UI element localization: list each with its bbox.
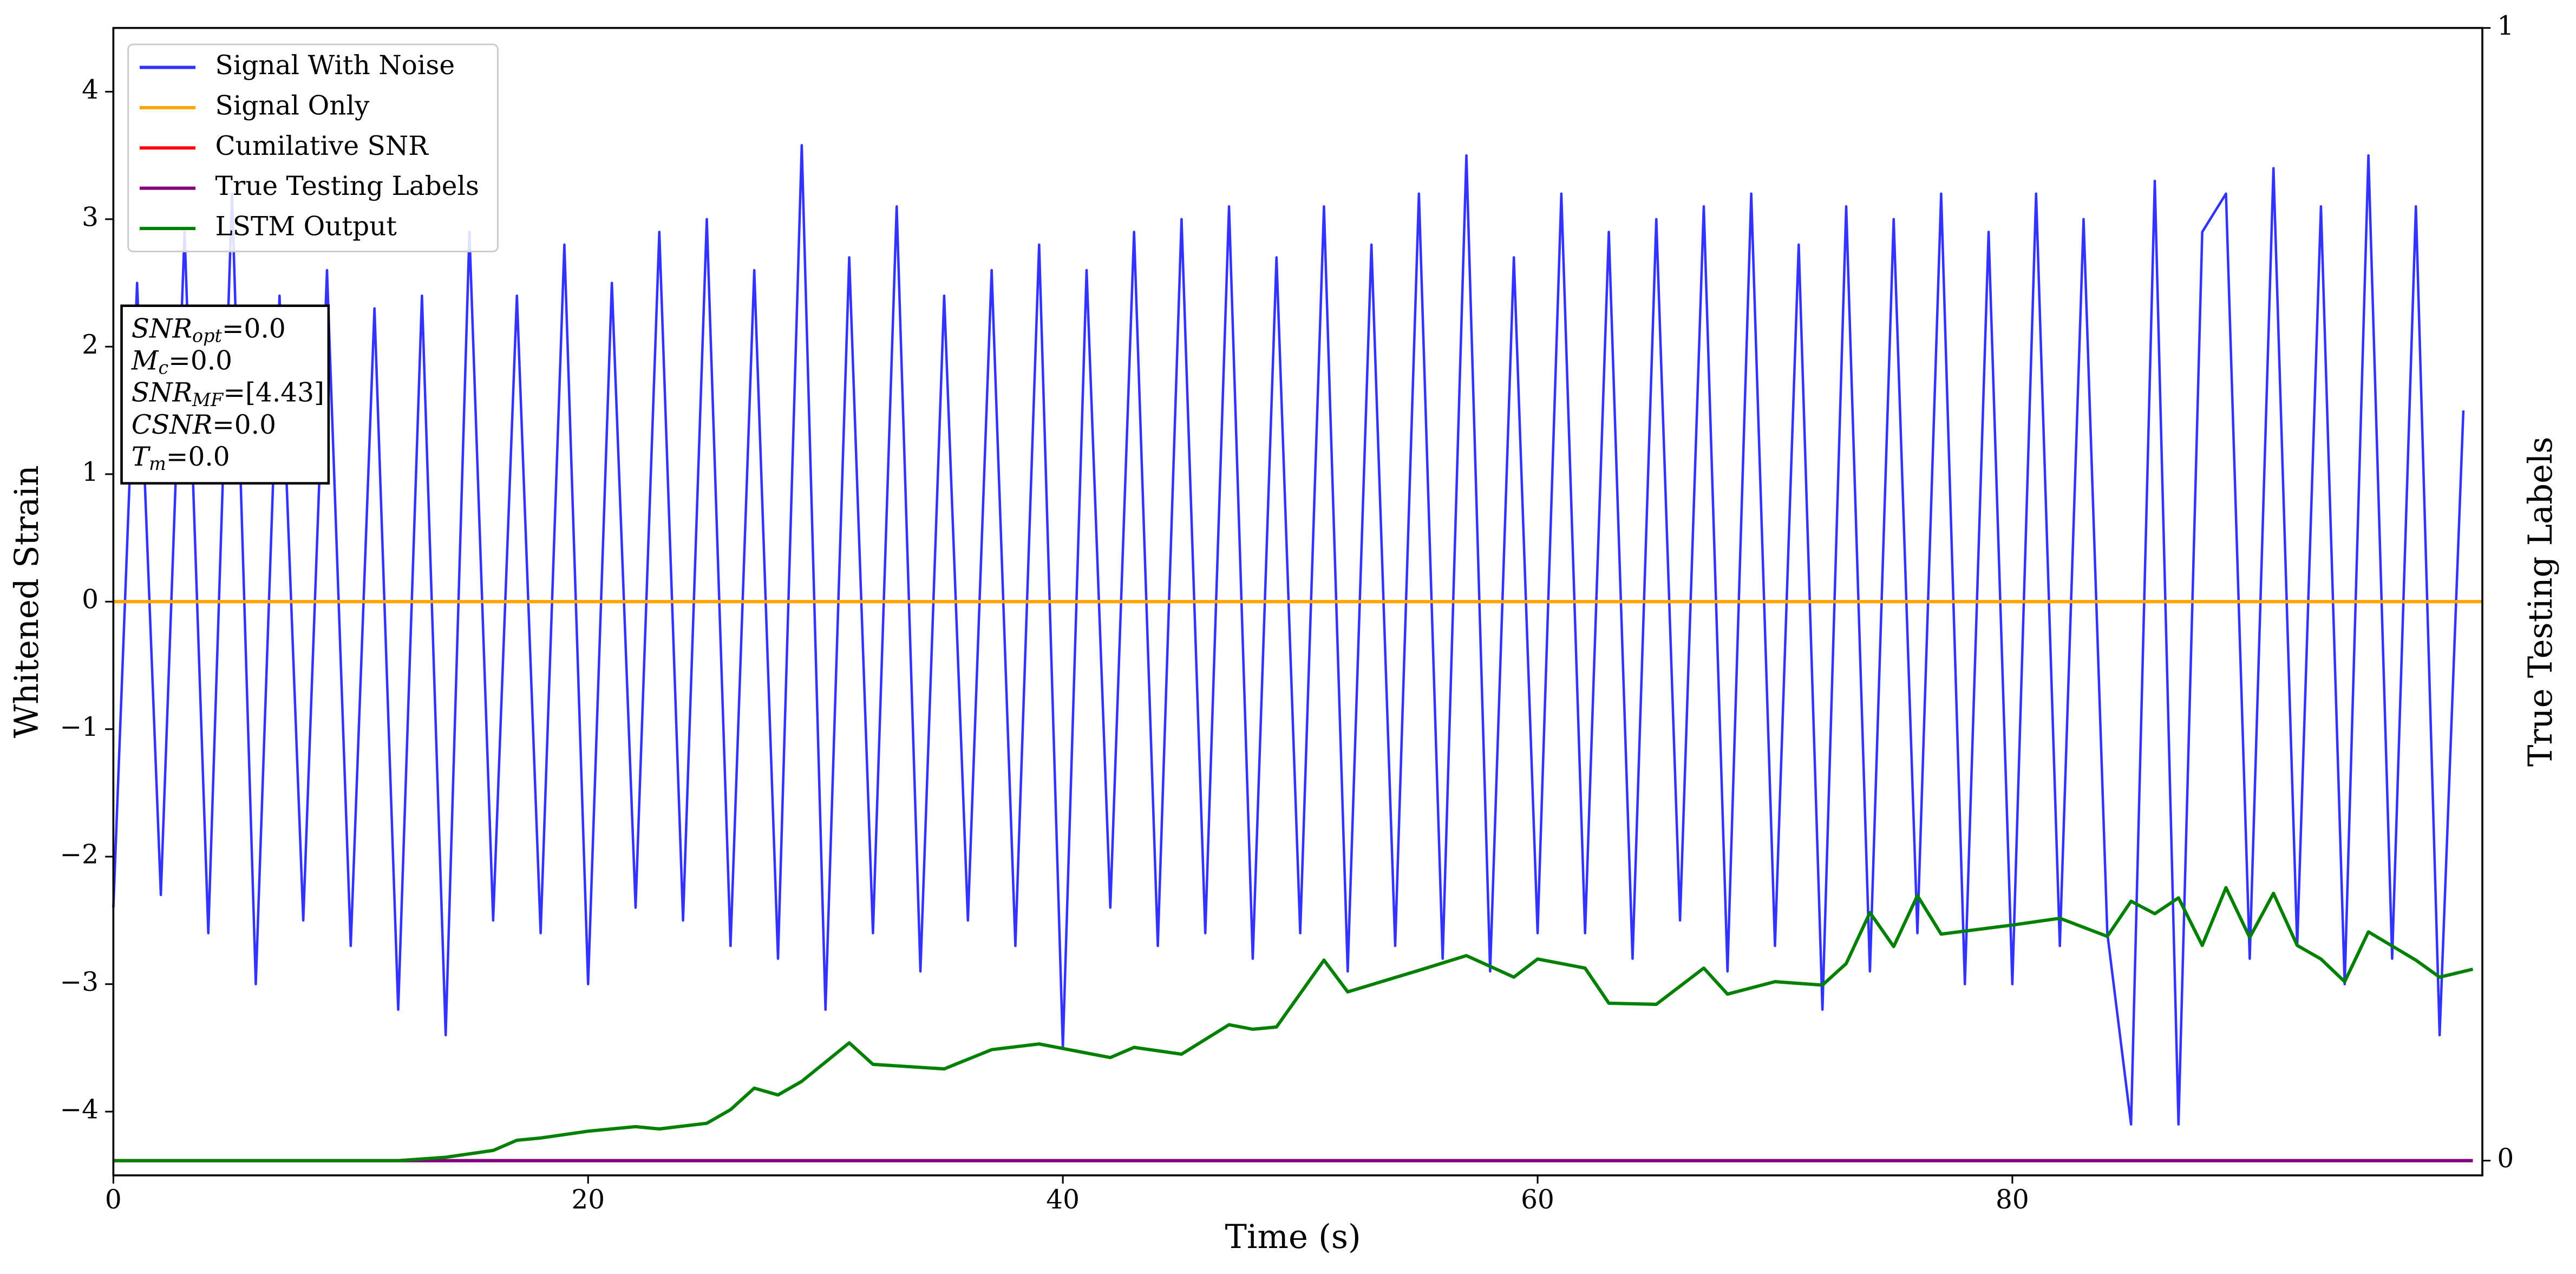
y2-tick-label: 1 [2497, 11, 2514, 41]
legend-label: Signal Only [215, 90, 370, 121]
y-tick-label: −2 [60, 840, 99, 870]
annotation-value: =0.0 [168, 345, 232, 376]
annotation-box [120, 304, 330, 485]
y-tick-label: −3 [60, 967, 99, 997]
x-tick-label: 0 [105, 1185, 122, 1215]
y-tick-label: −4 [60, 1095, 99, 1125]
annotation-line: CSNR=0.0 [132, 409, 276, 440]
annotation-value: =0.0 [166, 442, 230, 472]
y2-axis-label: True Testing Labels [2522, 436, 2560, 767]
y-axis-label: Whitened Strain [8, 465, 46, 738]
x-tick-label: 60 [1521, 1185, 1554, 1215]
plot-area [112, 143, 2483, 1162]
annotation-sub: opt [192, 325, 222, 346]
annotation-sub: MF [192, 389, 224, 410]
annotation-line: SNRMF=[4.43] [132, 377, 324, 410]
series-line [113, 886, 2474, 1162]
x-tick-label: 80 [1996, 1185, 2029, 1215]
y-tick-label: 3 [82, 202, 99, 232]
annotation-line: Tm=0.0 [132, 442, 230, 475]
y-tick-label: 1 [82, 457, 99, 487]
series-line [112, 143, 2465, 1126]
annotation-line: Mc=0.0 [131, 345, 232, 378]
legend-label: Signal With Noise [215, 50, 455, 81]
annotation-main: M [131, 345, 159, 376]
annotation-main: SNR [132, 377, 192, 408]
y2-tick-label: 0 [2497, 1144, 2514, 1174]
annotation: SNRopt=0.0Mc=0.0SNRMF=[4.43]CSNR=0.0Tm=0… [120, 304, 330, 485]
annotation-main: CSNR [132, 409, 212, 440]
y-tick-label: −1 [60, 712, 99, 742]
legend: Signal With Noise Signal Only Cumilative S… [127, 43, 499, 253]
x-tick-label: 40 [1046, 1185, 1080, 1215]
annotation-value: =0.0 [212, 409, 276, 440]
annotation-value: =[4.43] [223, 377, 324, 408]
annotation-sub: c [158, 357, 168, 378]
annotation-sub: m [149, 453, 166, 474]
x-axis-label: Time (s) [1225, 1218, 1361, 1256]
legend-label: True Testing Labels [215, 171, 479, 201]
legend-label: LSTM Output [215, 212, 397, 242]
annotation-value: =0.0 [222, 313, 286, 344]
y-tick-label: 4 [82, 75, 99, 105]
annotation-main: T [132, 442, 151, 472]
legend-label: Cumilative SNR [215, 131, 429, 161]
y-tick-label: 2 [82, 330, 99, 360]
y-tick-label: 0 [82, 585, 99, 615]
annotation-main: SNR [132, 313, 192, 344]
annotation-line: SNRopt=0.0 [132, 313, 286, 347]
legend-box [127, 43, 499, 253]
x-tick-label: 20 [571, 1185, 605, 1215]
